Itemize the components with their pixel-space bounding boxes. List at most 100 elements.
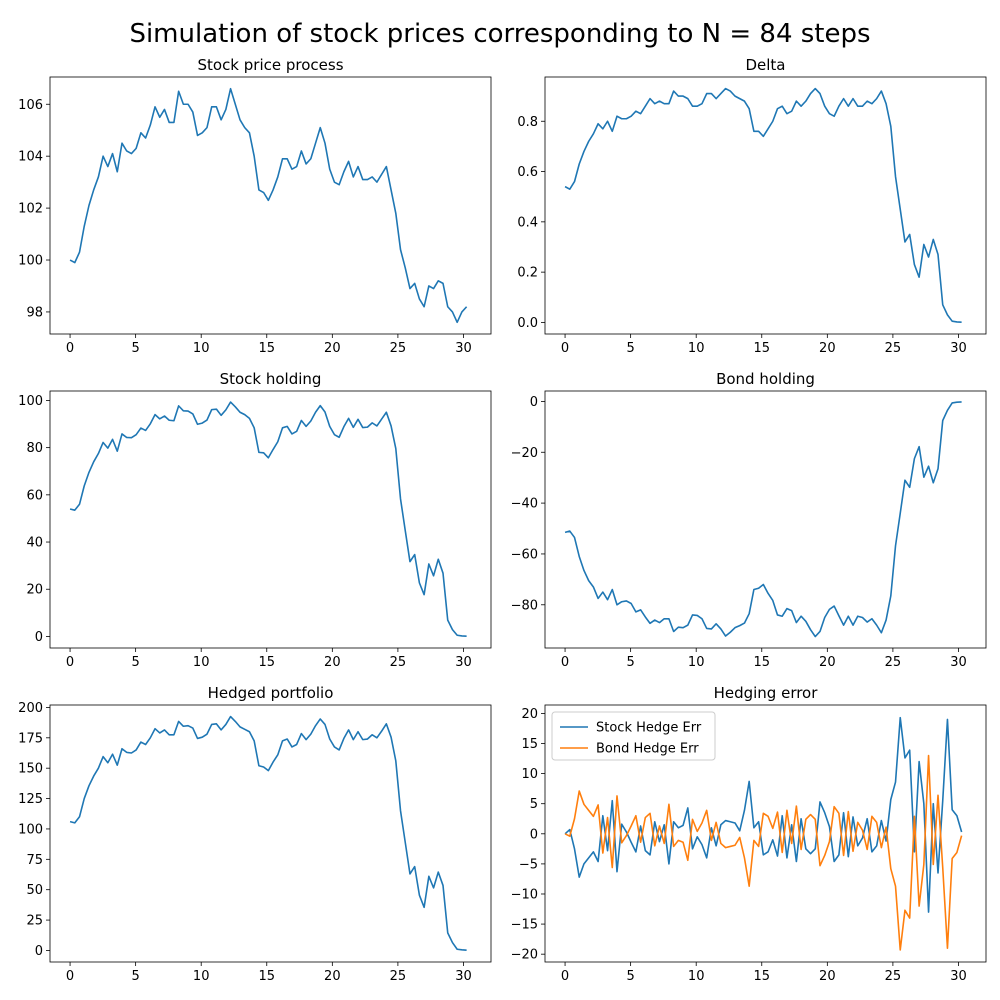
- y-tick-label: 200: [18, 701, 43, 716]
- x-tick-label: 0: [66, 969, 74, 984]
- y-tick-label: 150: [18, 762, 43, 777]
- x-tick-label: 20: [324, 655, 341, 670]
- x-tick-label: 0: [561, 655, 569, 670]
- y-tick-label: 15: [521, 737, 538, 752]
- y-tick-label: 100: [18, 394, 43, 409]
- subplot-6: Hedging error 0 5 10 15 20 25 30 −20 −15 −10 −5 0 5 10…: [511, 684, 987, 984]
- x-tick-label: 25: [390, 969, 407, 984]
- y-tick-label: −20: [511, 446, 538, 461]
- y-tick-label: 125: [18, 792, 43, 807]
- x-tick-label: 10: [193, 341, 210, 356]
- series-line-1: [69, 87, 468, 324]
- y-tick-label: 80: [26, 441, 43, 456]
- x-tick-label: 25: [390, 655, 407, 670]
- series-line-1: [69, 401, 467, 637]
- x-tick-label: 0: [561, 969, 569, 984]
- x-tick-label: 0: [561, 341, 569, 356]
- subplot-title: Delta: [745, 56, 785, 74]
- y-tick-label: 0.2: [517, 266, 538, 281]
- y-tick-label: 0.8: [517, 115, 538, 130]
- x-tick-label: 10: [193, 655, 210, 670]
- y-tick-label: 25: [26, 914, 43, 929]
- x-tick-label: 30: [950, 969, 967, 984]
- y-tick-label: −10: [511, 887, 538, 902]
- y-tick-label: −60: [511, 547, 538, 562]
- y-tick-label: 50: [26, 883, 43, 898]
- x-tick-label: 25: [885, 341, 902, 356]
- x-tick-label: 30: [455, 969, 472, 984]
- subplot-title: Stock price process: [197, 56, 343, 74]
- legend-box: [551, 711, 716, 761]
- subplot-2: Delta 0 5 10 15 20 25 30 0.0 0.2 0.4 0.6 0.8: [517, 56, 987, 356]
- subplot-title: Hedging error: [714, 684, 819, 702]
- legend: Stock Hedge Err Bond Hedge Err: [551, 711, 716, 761]
- x-tick-label: 30: [455, 341, 472, 356]
- x-tick-label: 10: [688, 969, 705, 984]
- y-tick-label: 0: [530, 827, 538, 842]
- y-tick-label: 0.0: [517, 316, 538, 331]
- x-tick-label: 5: [131, 969, 139, 984]
- figure-title: Simulation of stock prices corresponding…: [129, 19, 870, 49]
- y-tick-label: 102: [18, 202, 43, 217]
- series-line-1: [564, 87, 962, 323]
- y-tick-label: 106: [18, 98, 43, 113]
- subplot-title: Stock holding: [220, 370, 322, 388]
- legend-entry-2: Bond Hedge Err: [596, 742, 699, 757]
- subplot-3: Stock holding 0 5 10 15 20 25 30 0 20 40 60 80 100: [18, 370, 492, 670]
- x-tick-label: 25: [885, 969, 902, 984]
- axes-frame: [544, 390, 987, 649]
- x-tick-label: 25: [390, 341, 407, 356]
- x-tick-label: 25: [885, 655, 902, 670]
- y-tick-label: 0: [35, 944, 43, 959]
- y-tick-label: 0.6: [517, 165, 538, 180]
- x-tick-label: 5: [131, 655, 139, 670]
- x-tick-label: 15: [753, 655, 770, 670]
- series-line-2: [564, 754, 963, 951]
- x-tick-label: 20: [324, 341, 341, 356]
- x-tick-label: 15: [258, 341, 275, 356]
- y-tick-label: 20: [521, 707, 538, 722]
- series-line-1: [564, 716, 963, 913]
- x-tick-label: 5: [626, 969, 634, 984]
- x-tick-label: 0: [66, 341, 74, 356]
- y-tick-label: 20: [26, 583, 43, 598]
- subplot-5: Hedged portfolio 0 5 10 15 20 25 30 0 25 50 75 100 12…: [18, 684, 492, 984]
- y-tick-label: 175: [18, 731, 43, 746]
- y-tick-label: 0: [530, 395, 538, 410]
- x-tick-label: 20: [819, 969, 836, 984]
- y-tick-label: 5: [530, 797, 538, 812]
- axes-frame: [49, 390, 492, 649]
- y-tick-label: −80: [511, 598, 538, 613]
- x-tick-label: 30: [455, 655, 472, 670]
- x-tick-label: 5: [131, 341, 139, 356]
- x-tick-label: 15: [258, 655, 275, 670]
- subplot-title: Bond holding: [716, 370, 815, 388]
- series-line-1: [69, 715, 467, 952]
- subplot-1: Stock price process 0 5 10 15 20 25 30 98 100 102 1…: [18, 56, 492, 356]
- x-tick-label: 5: [626, 655, 634, 670]
- x-tick-label: 15: [258, 969, 275, 984]
- x-tick-label: 30: [950, 655, 967, 670]
- y-tick-label: 75: [26, 853, 43, 868]
- y-tick-label: 100: [18, 254, 43, 269]
- x-tick-label: 20: [819, 655, 836, 670]
- x-tick-label: 20: [324, 969, 341, 984]
- x-tick-label: 10: [193, 969, 210, 984]
- y-tick-label: 40: [26, 536, 43, 551]
- y-tick-label: −5: [519, 857, 538, 872]
- y-tick-label: 10: [521, 767, 538, 782]
- series-line-1: [564, 401, 962, 638]
- y-tick-label: −40: [511, 497, 538, 512]
- y-tick-label: 98: [26, 305, 43, 320]
- subplot-4: Bond holding 0 5 10 15 20 25 30 −80 −60 −40 −20 0: [511, 370, 987, 670]
- legend-entry-1: Stock Hedge Err: [596, 721, 702, 736]
- x-tick-label: 0: [66, 655, 74, 670]
- y-tick-label: −20: [511, 948, 538, 963]
- y-tick-label: −15: [511, 918, 538, 933]
- x-tick-label: 10: [688, 341, 705, 356]
- y-tick-label: 100: [18, 822, 43, 837]
- x-tick-label: 15: [753, 341, 770, 356]
- x-tick-label: 30: [950, 341, 967, 356]
